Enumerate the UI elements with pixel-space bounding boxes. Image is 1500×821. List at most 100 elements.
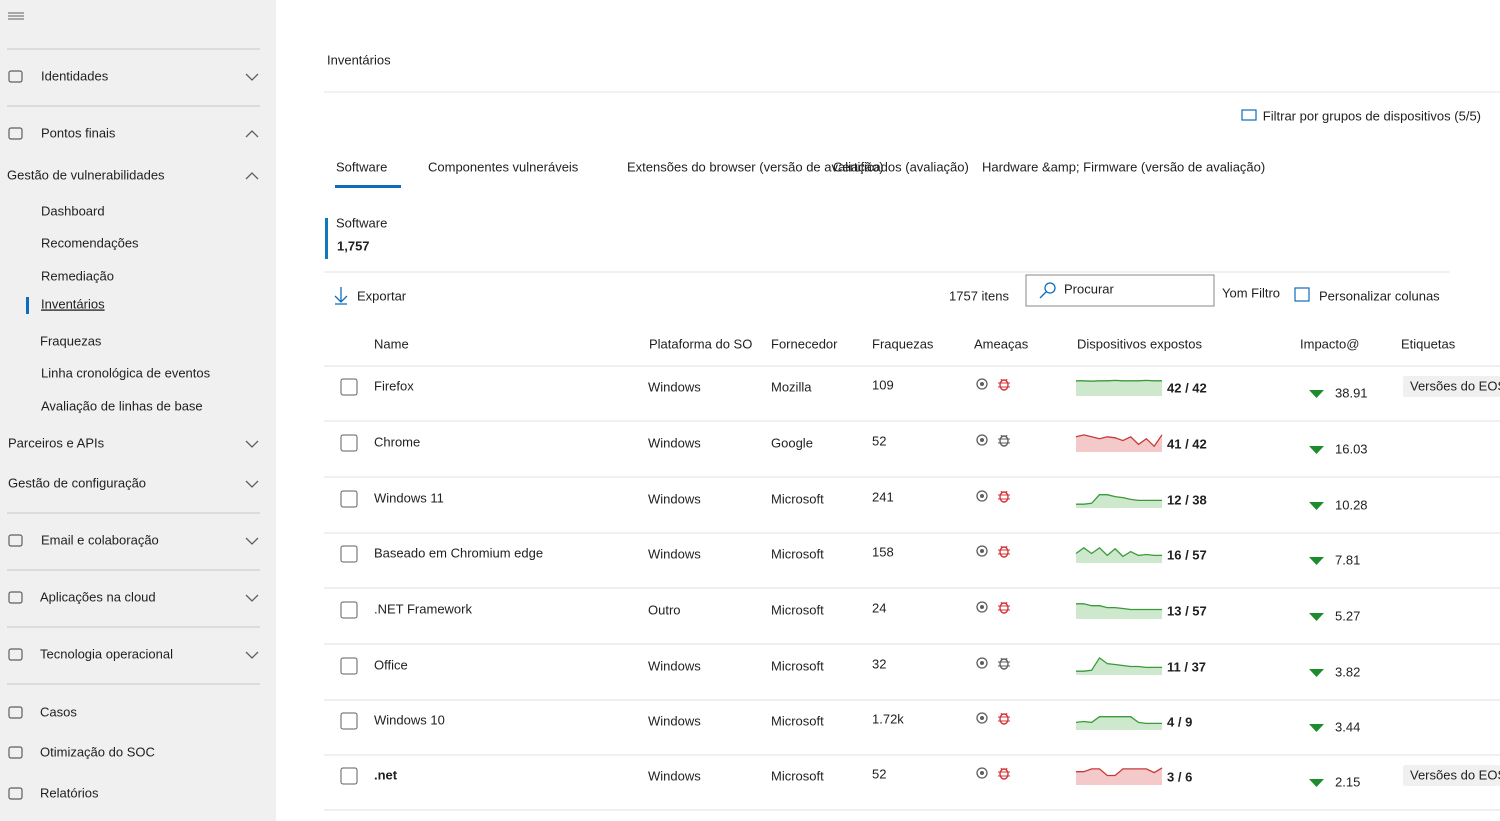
impact: 10.28: [1335, 497, 1368, 512]
nav-item[interactable]: Tecnologia operacional: [8, 646, 173, 661]
threat-icon: [998, 490, 1010, 500]
nav-item[interactable]: Email e colaboração: [8, 532, 159, 547]
nav-label: Remediação: [41, 268, 114, 283]
threat-icon: [999, 379, 1009, 391]
table-row[interactable]: Baseado em Chromium edge Windows Microsoft…: [340, 544, 1360, 567]
row-checkbox[interactable]: [340, 767, 358, 785]
column-header[interactable]: Dispositivos expostos: [1077, 336, 1202, 351]
chevron: [245, 651, 259, 659]
nav-item[interactable]: Dashboard: [41, 203, 105, 218]
column-header[interactable]: Name: [374, 336, 409, 351]
software-name: Firefox: [374, 378, 414, 393]
exploit-icon: [980, 494, 984, 498]
table-row[interactable]: Windows 10 Windows Microsoft 1.72k 4 / 9 3.44: [340, 711, 1360, 734]
tab[interactable]: Software: [336, 159, 387, 174]
software-name: .net: [374, 767, 398, 782]
tab-underline: [335, 185, 401, 188]
weaknesses: 32: [872, 656, 886, 671]
exploit-icon: [976, 657, 988, 669]
search-placeholder: Procurar: [1064, 281, 1115, 296]
summary-label: Software: [336, 215, 387, 230]
export-button[interactable]: Exportar: [357, 288, 407, 303]
nav-item[interactable]: Relatórios: [8, 785, 99, 800]
nav-label: Pontos finais: [41, 125, 116, 140]
page-title: Inventários: [327, 52, 391, 67]
exposed-devices: 11 / 37: [1167, 659, 1206, 674]
nav-item[interactable]: Pontos finais: [8, 125, 116, 140]
row-checkbox[interactable]: [340, 378, 358, 396]
nav-item[interactable]: Recomendações: [41, 235, 139, 250]
threat-icon: [998, 657, 1010, 667]
exploit-icon: [980, 605, 984, 609]
threat-icon: [999, 768, 1009, 780]
exploit-icon: [980, 716, 984, 720]
nav-item[interactable]: Parceiros e APIs: [8, 435, 105, 450]
exposed-devices: 12 / 38: [1167, 492, 1207, 507]
software-name: .NET Framework: [374, 601, 472, 616]
tab[interactable]: Certificados (avaliação): [833, 159, 969, 174]
columns-icon: [1294, 287, 1310, 302]
device-filter[interactable]: Filtrar por grupos de dispositivos (5/5): [1263, 108, 1481, 123]
column-header[interactable]: Fornecedor: [771, 336, 838, 351]
nav-label: Inventários: [41, 296, 105, 311]
nav-item[interactable]: Identidades: [8, 68, 109, 83]
impact: 7.81: [1335, 552, 1360, 567]
weaknesses: 52: [872, 766, 886, 781]
nav-item[interactable]: Casos: [8, 704, 77, 719]
nav-item[interactable]: Linha cronológica de eventos: [41, 365, 211, 380]
nav-label: Tecnologia operacional: [40, 646, 173, 661]
threat-icon: [998, 601, 1010, 611]
row-checkbox[interactable]: [340, 490, 358, 508]
nav-icon: [8, 648, 23, 661]
exploit-icon: [980, 661, 984, 665]
nav-item[interactable]: Remediação: [41, 268, 114, 283]
weaknesses: 24: [872, 600, 886, 615]
threat-icon: [998, 545, 1010, 555]
row-checkbox[interactable]: [340, 712, 358, 730]
column-header[interactable]: Etiquetas: [1401, 336, 1456, 351]
tab[interactable]: Extensões do browser (versão de avaliaçã…: [627, 159, 884, 174]
nav-item[interactable]: Aplicações na cloud: [8, 589, 156, 604]
nav-item[interactable]: Otimização do SOC: [8, 744, 155, 759]
row-checkbox[interactable]: [340, 601, 358, 619]
table-row[interactable]: .net Windows Microsoft 52 3 / 6 2.15 Versões d…: [340, 765, 1500, 789]
nav-item[interactable]: Inventários: [26, 296, 105, 314]
impact-arrow: [1309, 613, 1324, 621]
nav-item[interactable]: Avaliação de linhas de base: [41, 398, 203, 413]
impact-arrow: [1309, 390, 1324, 398]
vendor: Microsoft: [771, 546, 824, 561]
row-checkbox[interactable]: [340, 657, 358, 675]
software-name: Office: [374, 657, 408, 672]
nav-label: Gestão de vulnerabilidades: [7, 167, 165, 182]
nav-item[interactable]: Gestão de vulnerabilidades: [7, 167, 165, 182]
weaknesses: 158: [872, 544, 894, 559]
nav-item[interactable]: Fraquezas: [40, 333, 102, 348]
weaknesses: 1.72k: [872, 711, 904, 726]
nav-item[interactable]: Gestão de configuração: [8, 475, 146, 490]
column-header[interactable]: Plataforma do SO: [649, 336, 752, 351]
menu-button[interactable]: [8, 12, 24, 20]
table-row[interactable]: Office Windows Microsoft 32 11 / 37 3.82: [340, 656, 1360, 679]
table-row[interactable]: .NET Framework Outro Microsoft 24 13 / 57 5.2…: [340, 600, 1360, 623]
column-header[interactable]: Fraquezas: [872, 336, 934, 351]
table-row[interactable]: Firefox Windows Mozilla 109 42 / 42 38.91 Vers…: [340, 376, 1500, 400]
search-box[interactable]: [1025, 274, 1215, 307]
column-header[interactable]: Ameaças: [974, 336, 1029, 351]
column-header[interactable]: Impacto@: [1300, 336, 1359, 351]
tab[interactable]: Hardware &amp; Firmware (versão de avali…: [982, 159, 1265, 174]
filter-button[interactable]: Yom Filtro: [1222, 285, 1280, 300]
customize-columns[interactable]: Personalizar colunas: [1319, 288, 1440, 303]
exploit-icon: [976, 712, 988, 724]
tag-chip: [1403, 376, 1500, 397]
tab[interactable]: Componentes vulneráveis: [428, 159, 579, 174]
impact-arrow: [1309, 502, 1324, 510]
row-checkbox[interactable]: [340, 434, 358, 452]
nav-label: Gestão de configuração: [8, 475, 146, 490]
nav-icon: [8, 534, 23, 547]
table-row[interactable]: Chrome Windows Google 52 41 / 42 16.03: [340, 433, 1368, 456]
nav-icon: [8, 706, 23, 719]
table-row[interactable]: Windows 11 Windows Microsoft 241 12 / 38 10.2…: [340, 489, 1368, 512]
row-checkbox[interactable]: [340, 545, 358, 563]
sparkline: [1076, 379, 1162, 382]
exposed-devices: 16 / 57: [1167, 547, 1207, 562]
